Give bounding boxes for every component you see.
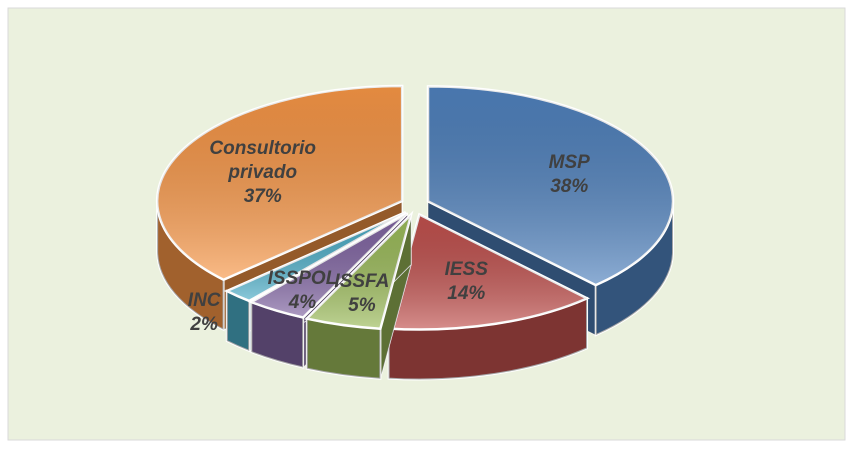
value-label: 5%: [348, 295, 376, 317]
slice-shade: [388, 298, 588, 380]
data-label: Consultorio privado 37%: [198, 137, 328, 209]
slice-shade: [306, 318, 381, 379]
category-label: Consultorio privado: [209, 137, 317, 183]
slice-shade: [251, 302, 304, 368]
data-label: INC 2%: [188, 289, 221, 337]
data-label: IESS 14%: [445, 258, 488, 306]
slice-shade: [226, 291, 250, 351]
value-label: 38%: [550, 176, 589, 198]
slice-shine: [428, 86, 674, 286]
slice-shade: [595, 201, 674, 336]
category-label: ISSFA: [334, 271, 390, 293]
category-label: MSP: [548, 152, 590, 174]
category-label: INC: [187, 289, 221, 311]
category-label: IESS: [444, 259, 488, 281]
slice-shine: [157, 86, 403, 280]
slice-shine: [251, 213, 408, 318]
slice-shine: [388, 214, 588, 330]
slice-shine: [306, 214, 412, 329]
value-label: 2%: [190, 313, 218, 335]
pie: [155, 84, 675, 381]
data-label: ISSFA 5%: [334, 270, 389, 318]
slice-shine: [226, 212, 406, 301]
value-label: 4%: [288, 292, 317, 314]
value-label: 14%: [447, 283, 486, 305]
slice-shade: [157, 201, 224, 330]
value-label: 37%: [243, 185, 282, 207]
data-label: MSP 38%: [549, 151, 590, 199]
category-label: ISSPOL: [267, 268, 338, 290]
data-label: ISSPOL 4%: [268, 267, 338, 315]
